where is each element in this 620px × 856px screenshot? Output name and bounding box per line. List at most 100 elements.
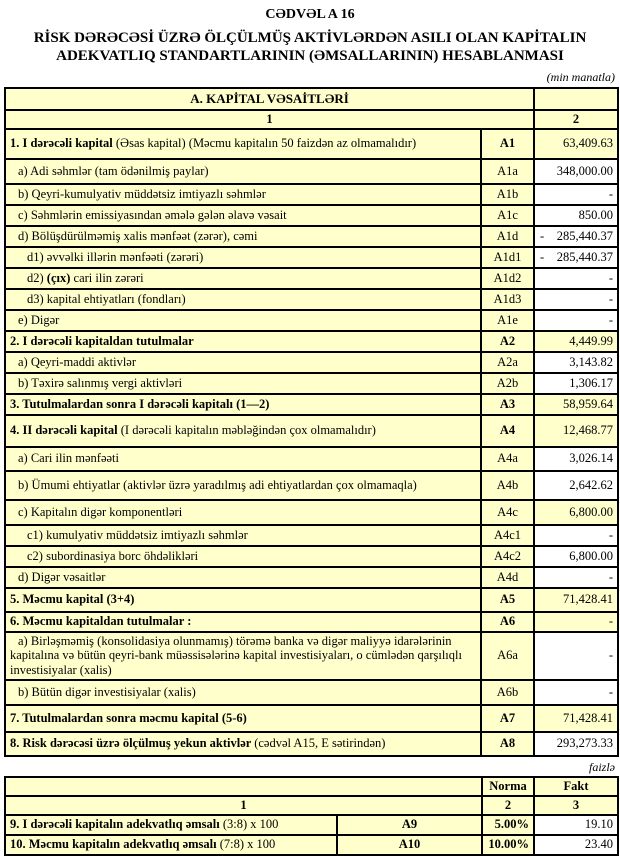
row-value: -285,440.37 xyxy=(533,245,620,269)
ratio-header-empty-cell xyxy=(4,775,483,797)
ratio-table-header-row: Norma Fakt xyxy=(4,775,619,797)
row-label: d3) kapital ehtiyatları (fondları) xyxy=(4,287,482,311)
table-row: b) Təxirə salınmış vergi aktivləri A2b 1,3… xyxy=(4,371,620,395)
table-row: b) Bütün digər investisiyalar (xalis) A6b… xyxy=(4,678,620,706)
row-value: 71,428.41 xyxy=(533,703,620,733)
row-value: - xyxy=(533,678,620,706)
row-label: 10. Məcmu kapitalın adekvatlıq əmsalı (7… xyxy=(4,833,338,856)
ratio-col-label-number: 1 xyxy=(4,794,483,816)
row-code: A4c1 xyxy=(479,523,536,547)
row-code: A3 xyxy=(479,392,536,416)
table-row: 4. II dərəcəli kapital (I dərəcəli kapit… xyxy=(4,413,620,448)
table-row: d) Bölüşdürülməmiş xalis mənfəət (zərər)… xyxy=(4,224,620,248)
row-code: A4c2 xyxy=(479,544,536,568)
row-value: - xyxy=(533,308,620,332)
row-code: A2 xyxy=(479,329,536,353)
row-label: b) Qeyri-kumulyativ müddətsiz imtiyazlı … xyxy=(4,182,482,206)
row-label: b) Təxirə salınmış vergi aktivləri xyxy=(4,371,482,395)
row-label: a) Qeyri-maddi aktivlər xyxy=(4,350,482,374)
row-label: 3. Tutulmalardan sonra I dərəcəli kapita… xyxy=(4,392,482,416)
table-row: c) Kapitalın digər komponentləri A4c 6,800… xyxy=(4,498,620,526)
row-code: A1d1 xyxy=(479,245,536,269)
ratio-col-fakt-number: 3 xyxy=(533,794,619,816)
row-value: - xyxy=(533,266,620,290)
row-value: 293,273.33 xyxy=(533,730,620,757)
row-code: A1e xyxy=(479,308,536,332)
table-row: b) Ümumi ehtiyatlar (aktivlər üzrə yarad… xyxy=(4,469,620,501)
row-code: A1b xyxy=(479,182,536,206)
row-value: 12,468.77 xyxy=(533,413,620,448)
norma-header: Norma xyxy=(481,775,535,797)
row-value: 4,449.99 xyxy=(533,329,620,353)
row-label: 4. II dərəcəli kapital (I dərəcəli kapit… xyxy=(4,413,482,448)
row-value: 6,800.00 xyxy=(533,544,620,568)
row-code: A1d2 xyxy=(479,266,536,290)
col-value-number: 2 xyxy=(533,108,620,130)
capital-table-section-header-row: A. KAPİTAL VƏSAİTLƏRİ xyxy=(3,86,620,111)
row-label: c) Kapitalın digər komponentləri xyxy=(4,498,482,526)
row-value: - xyxy=(533,630,620,681)
row-value: 6,800.00 xyxy=(533,498,620,526)
row-code: A5 xyxy=(479,586,536,613)
negative-sign: - xyxy=(540,228,545,243)
negative-sign: - xyxy=(540,249,545,264)
table-row: c2) subordinasiya borc öhdəlikləri A4c2 6,… xyxy=(4,544,620,568)
row-code: A10 xyxy=(336,833,483,856)
table-row: d) Digər vəsaitlər A4d - xyxy=(4,565,620,589)
row-value: - xyxy=(533,610,620,633)
row-code: A7 xyxy=(479,703,536,733)
section-header: A. KAPİTAL VƏSAİTLƏRİ xyxy=(3,86,536,111)
row-label: e) Digər xyxy=(4,308,482,332)
row-value: - xyxy=(533,182,620,206)
ratio-table: Norma Fakt 1 2 3 9. I dərəcəli kapitalın… xyxy=(4,775,619,856)
row-label: a) Cari ilin mənfəəti xyxy=(4,445,482,472)
ratio-table-row: 10. Məcmu kapitalın adekvatlıq əmsalı (7… xyxy=(4,833,619,856)
table-row: 1. I dərəcəli kapital (Əsas kapital) (Mə… xyxy=(4,127,620,160)
fakt-value: 23.40 xyxy=(533,833,619,856)
row-code: A6 xyxy=(479,610,536,633)
row-label: 1. I dərəcəli kapital (Əsas kapital) (Mə… xyxy=(4,127,482,160)
row-code: A6a xyxy=(479,630,536,681)
fakt-header: Fakt xyxy=(533,775,619,797)
row-code: A1c xyxy=(479,203,536,227)
capital-table: A. KAPİTAL VƏSAİTLƏRİ 1 2 1. I dərəcəli … xyxy=(3,86,620,757)
row-code: A4b xyxy=(479,469,536,501)
row-code: A4c xyxy=(479,498,536,526)
unit-note-min-manat: (min manatla) xyxy=(546,69,615,84)
ratio-col-norma-number: 2 xyxy=(481,794,535,816)
row-value: - xyxy=(533,523,620,547)
row-value: - xyxy=(533,565,620,589)
row-label: b) Bütün digər investisiyalar (xalis) xyxy=(4,678,482,706)
row-label: d) Bölüşdürülməmiş xalis mənfəət (zərər)… xyxy=(4,224,482,248)
document-title-line1: RİSK DƏRƏCƏSİ ÜZRƏ ÖLÇÜLMÜŞ AKTİVLƏRDƏN … xyxy=(33,30,587,46)
table-row: c) Səhmlərin emissiyasından əmələ gələn … xyxy=(4,203,620,227)
col-label-number: 1 xyxy=(3,108,536,130)
row-code: A6b xyxy=(479,678,536,706)
row-label: 8. Risk dərəcəsi üzrə ölçülmuş yekun akt… xyxy=(4,730,482,757)
table-row: d1) əvvəlki illərin mənfəəti (zərəri) A1d… xyxy=(4,245,620,269)
table-row: 8. Risk dərəcəsi üzrə ölçülmuş yekun akt… xyxy=(4,730,620,757)
row-value: 2,642.62 xyxy=(533,469,620,501)
norma-value: 10.00% xyxy=(481,833,535,856)
row-label: d1) əvvəlki illərin mənfəəti (zərəri) xyxy=(4,245,482,269)
table-row: a) Qeyri-maddi aktivlər A2a 3,143.82 xyxy=(4,350,620,374)
document-title-line2: ADEKVATLIQ STANDARTLARININ (ƏMSALLARININ… xyxy=(56,48,564,65)
table-row: e) Digər A1e - xyxy=(4,308,620,332)
table-row: d2) (çıx) cari ilin zərəri A1d2- xyxy=(4,266,620,290)
row-label: 9. I dərəcəli kapitalın adekvatlıq əmsal… xyxy=(4,813,338,836)
row-value: 71,428.41 xyxy=(533,586,620,613)
row-code: A8 xyxy=(479,730,536,757)
row-code: A4d xyxy=(479,565,536,589)
ratio-table-row: 9. I dərəcəli kapitalın adekvatlıq əmsal… xyxy=(4,813,619,836)
table-row: 5. Məcmu kapital (3+4) A5 71,428.41 xyxy=(4,586,620,613)
row-value: -285,440.37 xyxy=(533,224,620,248)
table-row: 2. I dərəcəli kapitaldan tutulmalar A2 4,4… xyxy=(4,329,620,353)
table-row: 6. Məcmu kapitaldan tutulmalar : A6- xyxy=(4,610,620,633)
fakt-value: 19.10 xyxy=(533,813,619,836)
row-label: a) Adi səhmlər (tam ödənilmiş paylar) xyxy=(4,157,482,185)
row-code: A9 xyxy=(336,813,483,836)
table-row: c1) kumulyativ müddətsiz imtiyazlı səhml… xyxy=(4,523,620,547)
row-label: d2) (çıx) cari ilin zərəri xyxy=(4,266,482,290)
table-row: d3) kapital ehtiyatları (fondları) A1d3- xyxy=(4,287,620,311)
section-header-empty-cell xyxy=(533,86,620,111)
